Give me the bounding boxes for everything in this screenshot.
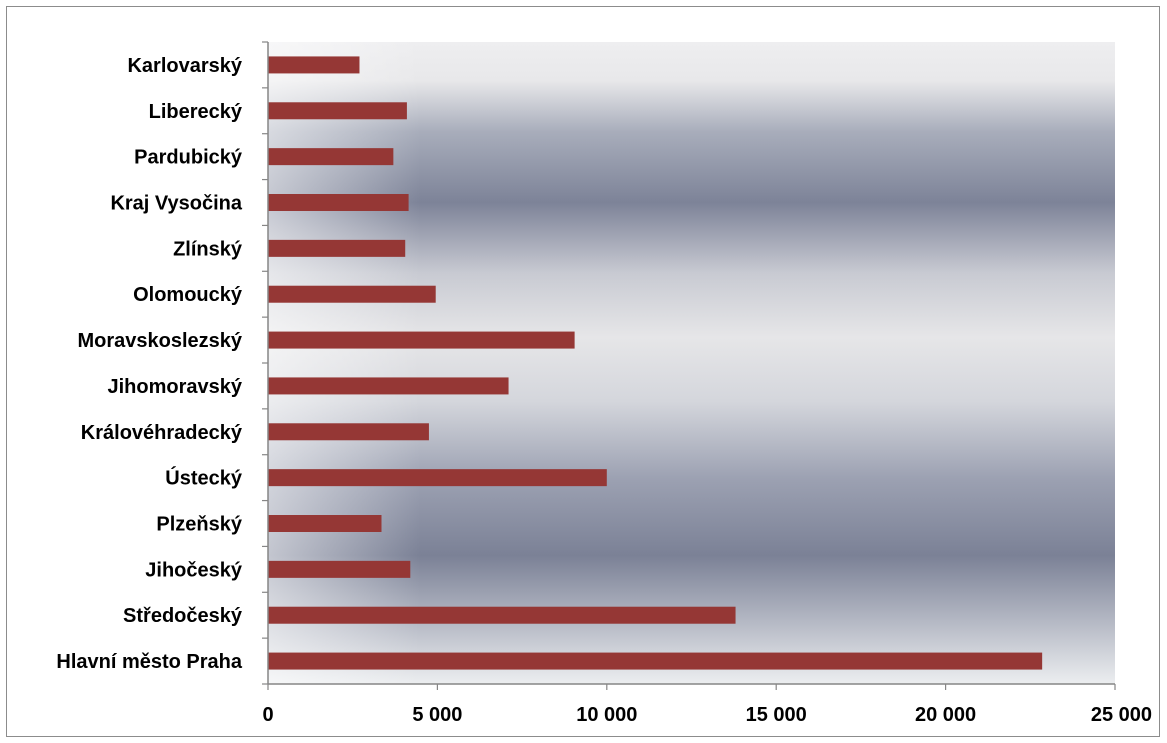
- category-label: Kraj Vysočina: [110, 193, 242, 215]
- bar-jihomoravský: [268, 377, 509, 395]
- category-label: Olomoucký: [133, 284, 243, 306]
- category-label: Karlovarský: [127, 55, 242, 77]
- category-label: Jihočeský: [145, 559, 243, 581]
- category-label: Ústecký: [165, 466, 243, 490]
- category-label: Hlavní město Praha: [56, 651, 243, 673]
- x-tick-label: 10 000: [576, 704, 637, 726]
- category-label: Zlínský: [173, 238, 243, 260]
- plot-area-fade: [268, 42, 1115, 684]
- labels-layer: Hlavní město Praha Středočeský Jihočeský Pl…: [56, 55, 1152, 726]
- bar-hlavní-město-praha: [268, 652, 1043, 670]
- bars-layer: [268, 56, 1043, 670]
- bar-ústecký: [268, 469, 607, 487]
- x-tick-label: 25 000: [1091, 704, 1152, 726]
- category-label: Jihomoravský: [107, 376, 242, 398]
- bar-plzeňský: [268, 515, 382, 532]
- category-label: Plzeňský: [156, 514, 242, 536]
- bar-královéhradecký: [268, 423, 429, 441]
- category-label: Středočeský: [123, 605, 243, 627]
- x-tick-label: 20 000: [915, 704, 976, 726]
- bar-moravskoslezský: [268, 331, 575, 349]
- x-tick-label: 15 000: [746, 704, 807, 726]
- category-label: Liberecký: [149, 101, 243, 123]
- bar-karlovarský: [268, 56, 360, 74]
- bar-středočeský: [268, 606, 736, 624]
- x-tick-label: 0: [262, 704, 273, 726]
- category-label: Moravskoslezský: [77, 330, 242, 352]
- x-tick-label: 5 000: [412, 704, 462, 726]
- bar-liberecký: [268, 102, 407, 120]
- category-label: Pardubický: [134, 147, 243, 169]
- bar-pardubický: [268, 148, 394, 166]
- category-label: Královéhradecký: [81, 422, 243, 444]
- bar-olomoucký: [268, 285, 436, 303]
- bar-jihočeský: [268, 560, 411, 578]
- axes-layer: [262, 41, 1116, 690]
- bar-kraj-vysočina: [268, 194, 409, 211]
- bar-zlínský: [268, 239, 406, 257]
